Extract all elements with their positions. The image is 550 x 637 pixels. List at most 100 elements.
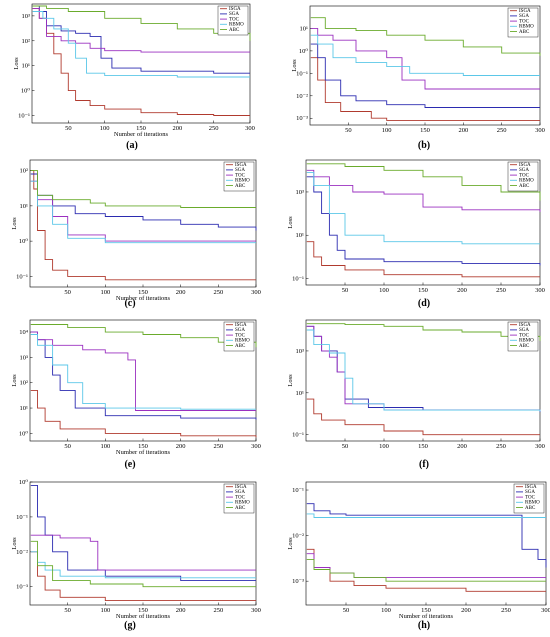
series-line-sga: [32, 5, 250, 74]
x-axis-title: Number of iterations: [116, 449, 171, 456]
x-tick-label: 250: [209, 125, 219, 132]
series-line-isga: [306, 548, 546, 592]
y-tick-label: 10⁻¹: [292, 487, 304, 494]
legend-entry: TOC: [235, 495, 246, 500]
legend-box: [217, 5, 249, 36]
series-line-isga: [306, 398, 540, 436]
series-line-toc: [30, 331, 256, 411]
x-tick-label: 100: [381, 607, 391, 614]
series-line-abc: [306, 163, 541, 201]
legend-entry: RBMO: [519, 25, 534, 30]
panel-label: (a): [126, 140, 138, 151]
x-tick-label: 50: [342, 287, 349, 294]
legend-box: [223, 483, 255, 514]
x-tick-label: 250: [496, 287, 506, 294]
y-tick-label: 10⁻¹: [18, 113, 30, 120]
series-line-toc: [306, 553, 546, 579]
legend-entry: ISGA: [235, 485, 247, 490]
x-tick-label: 50: [64, 607, 71, 614]
chart-panel-2: 50 100 150 200 250 300 10⁻³ 10⁻² 10⁻¹ 10⁰ 10¹ Loss I…: [291, 5, 545, 151]
series-line-abc: [30, 170, 256, 208]
y-tick-label: 10⁻³: [292, 578, 304, 585]
legend-entry: SGA: [519, 328, 529, 333]
x-tick-label: 150: [418, 443, 428, 450]
x-tick-label: 250: [213, 289, 223, 296]
y-tick-label: 10¹: [296, 390, 305, 397]
legend-entry: ABC: [519, 184, 530, 189]
series-line-toc: [30, 534, 256, 571]
series-line-rbmo: [32, 11, 250, 78]
series-line-isga: [32, 7, 250, 116]
y-tick-label: 10⁻³: [296, 115, 308, 122]
legend-entry: SGA: [229, 12, 239, 17]
y-tick-label: 10¹: [20, 203, 29, 210]
legend-entry: ISGA: [519, 163, 531, 168]
series-line-rbmo: [30, 180, 256, 244]
legend-entry: SGA: [235, 168, 245, 173]
legend-entry: ABC: [235, 184, 246, 189]
y-axis-title: Loss: [13, 57, 20, 70]
legend-entry: ISGA: [519, 323, 531, 328]
legend-entry: ABC: [519, 344, 530, 349]
y-tick-label: 10⁻²: [296, 93, 308, 100]
panel-label: (g): [124, 620, 136, 631]
series-line-abc: [30, 324, 257, 348]
series-line-sga: [30, 173, 257, 231]
chart-panel-1: 50 100 150 200 250 300 10⁻¹ 10⁰ 10¹ 10² 10³ Loss Num…: [13, 3, 255, 151]
y-tick-label: 10⁻²: [16, 549, 28, 556]
chart-panel-7: 50 100 150 200 250 300 10⁻³ 10⁻² 10⁻¹ 10⁰ Loss Numb…: [11, 479, 261, 631]
series-line-toc: [30, 180, 256, 242]
series-line-toc: [310, 27, 540, 90]
y-tick-label: 10¹: [300, 25, 309, 32]
legend-entry: ISGA: [229, 7, 241, 12]
x-tick-label: 100: [379, 443, 389, 450]
plot-frame: [29, 159, 257, 288]
series-line-abc: [310, 17, 541, 56]
x-tick-label: 200: [457, 287, 467, 294]
x-tick-label: 200: [172, 125, 182, 132]
y-tick-label: 10⁻¹: [292, 432, 304, 439]
chart-panel-8: 50 100 150 200 250 300 10⁻³ 10⁻² 10⁻¹ Loss Number …: [287, 481, 550, 631]
series-line-abc: [32, 5, 251, 41]
y-axis-title: Loss: [11, 217, 18, 230]
x-tick-label: 200: [457, 443, 467, 450]
panel-label: (f): [419, 459, 429, 470]
legend-box: [507, 161, 539, 192]
x-tick-label: 250: [496, 443, 506, 450]
legend-entry: ABC: [229, 28, 240, 33]
y-tick-label: 10⁰: [19, 479, 29, 486]
x-tick-label: 200: [176, 443, 186, 450]
x-tick-label: 100: [100, 443, 110, 450]
plot-frame: [29, 319, 257, 442]
y-tick-label: 10³: [296, 348, 305, 355]
series-line-abc: [30, 540, 256, 588]
x-tick-label: 150: [418, 287, 428, 294]
series-line-isga: [310, 57, 540, 121]
x-tick-label: 300: [245, 125, 255, 132]
x-tick-label: 200: [461, 607, 471, 614]
chart-panel-4: 50 100 150 200 250 300 10⁻¹ 10¹ 10³ Loss ISGASGATO…: [287, 159, 545, 309]
x-tick-label: 150: [138, 443, 148, 450]
legend-entry: TOC: [235, 173, 246, 178]
x-tick-label: 50: [64, 443, 71, 450]
legend-box: [507, 321, 539, 352]
x-tick-label: 50: [65, 125, 72, 132]
legend-entry: SGA: [519, 14, 529, 19]
y-tick-label: 10⁻²: [292, 533, 304, 540]
y-tick-label: 10⁰: [19, 238, 29, 245]
y-tick-label: 10⁴: [19, 329, 29, 336]
series-line-sga: [306, 176, 541, 266]
series-line-rbmo: [306, 513, 546, 518]
legend-entry: SGA: [519, 168, 529, 173]
x-tick-label: 250: [213, 607, 223, 614]
y-tick-label: 10⁰: [19, 430, 29, 437]
y-axis-title: Loss: [11, 374, 18, 387]
x-tick-label: 200: [176, 607, 186, 614]
y-tick-label: 10⁻¹: [292, 275, 304, 282]
x-axis-title: Number of iterations: [399, 613, 454, 620]
y-axis-title: Loss: [287, 374, 294, 387]
series-line-sga: [306, 325, 541, 413]
y-tick-label: 10³: [20, 354, 29, 361]
x-tick-label: 300: [251, 289, 261, 296]
